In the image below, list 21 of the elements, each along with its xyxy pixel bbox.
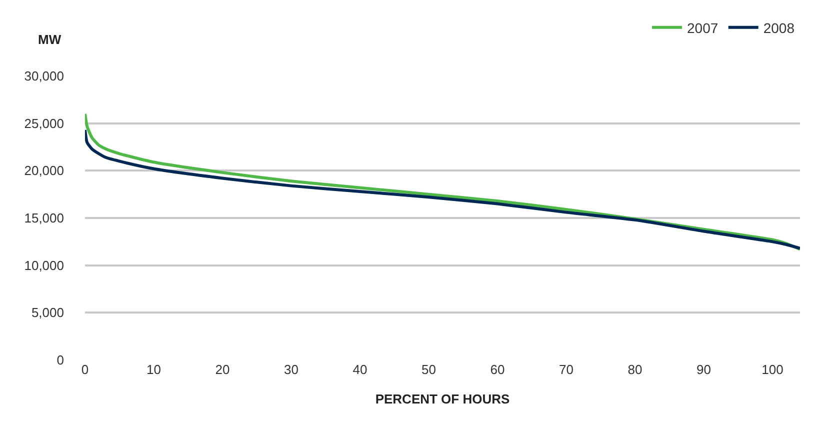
x-tick-label: 60	[490, 362, 505, 377]
y-axis-title: MW	[38, 32, 62, 47]
y-tick-label: 5,000	[31, 305, 64, 320]
y-tick-label: 30,000	[24, 68, 64, 84]
x-tick-label: 50	[422, 362, 436, 377]
x-tick-label: 100	[762, 362, 784, 377]
legend-label: 2008	[763, 20, 795, 36]
x-tick-label: 80	[628, 362, 642, 377]
x-tick-label: 30	[284, 362, 298, 377]
x-tick-label: 90	[696, 362, 711, 377]
y-tick-label: 20,000	[24, 163, 64, 178]
x-axis-title: PERCENT OF HOURS	[375, 392, 510, 407]
y-tick-label: 10,000	[24, 258, 64, 273]
x-tick-label: 0	[81, 362, 89, 377]
x-tick-label: 40	[352, 362, 368, 377]
y-tick-label: 25,000	[24, 116, 64, 131]
x-tick-label: 70	[559, 362, 574, 377]
legend-label: 2007	[687, 20, 718, 36]
x-tick-label: 20	[215, 362, 230, 377]
x-tick-label: 10	[146, 362, 161, 377]
y-tick-label: 15,000	[24, 210, 64, 226]
